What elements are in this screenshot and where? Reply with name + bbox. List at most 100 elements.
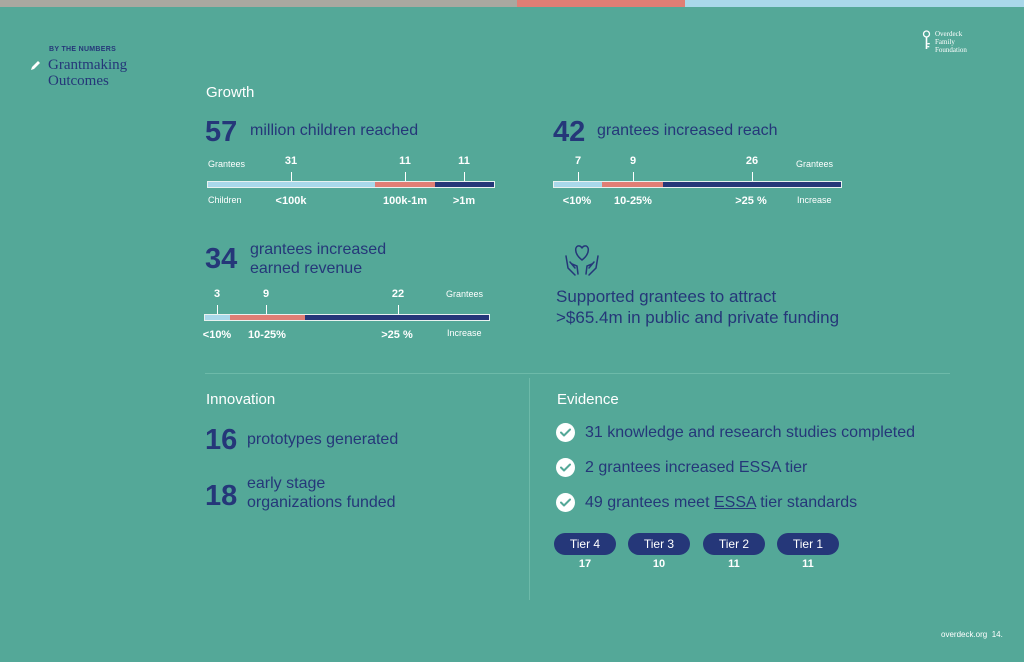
bar-segment-1 — [554, 182, 602, 187]
revenue-bottom-label: Increase — [447, 328, 482, 338]
bar-segment-2 — [375, 182, 435, 187]
early-text-line2: organizations funded — [247, 494, 396, 511]
reach-cat-1: <10% — [562, 195, 592, 207]
children-cat-3: >1m — [452, 195, 476, 207]
revenue-cat-3: >25 % — [381, 329, 413, 341]
early-number: 18 — [205, 480, 238, 512]
logo-line2: Family — [935, 38, 955, 46]
section-divider-horizontal — [205, 373, 950, 374]
tier-2-pill: Tier 2 — [703, 533, 765, 555]
kicker-label: BY THE NUMBERS — [49, 46, 117, 53]
prototypes-text: prototypes generated — [247, 431, 399, 448]
children-tick-2 — [405, 172, 406, 181]
revenue-number: 34 — [205, 243, 238, 275]
top-bar-salmon — [517, 0, 685, 7]
footer: overdeck.org 14. — [941, 630, 1003, 639]
prototypes-number: 16 — [205, 424, 238, 456]
revenue-text-line2: earned revenue — [250, 260, 363, 277]
tier-3-count: 10 — [652, 558, 666, 570]
page-title-line1: Grantmaking — [48, 57, 128, 73]
hands-heart-icon — [565, 245, 599, 276]
revenue-tick-3 — [398, 305, 399, 314]
bar-segment-2 — [601, 182, 664, 187]
logo-text: Overdeck Family Foundation — [935, 30, 967, 54]
evidence-item-3: 49 grantees meet ESSA tier standards — [585, 494, 857, 512]
page-title: Grantmaking Outcomes — [48, 57, 127, 89]
children-tick-3 — [464, 172, 465, 181]
children-count-3: 11 — [458, 155, 470, 167]
tier-4-count: 17 — [578, 558, 592, 570]
revenue-count-2: 9 — [262, 288, 270, 300]
innovation-heading: Innovation — [206, 391, 276, 408]
tier-4-pill: Tier 4 — [554, 533, 616, 555]
tier-2-count: 11 — [728, 558, 740, 570]
reach-top-label: Grantees — [796, 159, 834, 169]
logo-line3: Foundation — [935, 46, 967, 54]
children-bottom-label: Children — [208, 195, 242, 205]
reach-count-3: 26 — [745, 155, 759, 167]
logo-line1: Overdeck — [935, 30, 963, 38]
reach-tick-3 — [752, 172, 753, 181]
evidence-item-2: 2 grantees increased ESSA tier — [585, 459, 808, 476]
top-color-bar — [0, 0, 1024, 7]
growth-heading: Growth — [206, 84, 255, 101]
children-cat-2: 100k-1m — [382, 195, 428, 207]
reach-tick-2 — [633, 172, 634, 181]
reach-cat-2: 10-25% — [614, 195, 652, 207]
check-icon — [556, 423, 575, 442]
reach-text: grantees increased reach — [597, 122, 778, 139]
page-title-line2: Outcomes — [48, 73, 109, 89]
section-divider-vertical — [529, 378, 530, 600]
revenue-text: grantees increased earned revenue — [250, 240, 386, 278]
bar-segment-3 — [434, 182, 494, 187]
revenue-cat-2: 10-25% — [248, 329, 286, 341]
funding-text: Supported grantees to attract >$65.4m in… — [556, 286, 839, 328]
top-bar-gray — [0, 0, 517, 7]
reach-bottom-label: Increase — [797, 195, 832, 205]
children-count-2: 11 — [399, 155, 411, 167]
footer-site[interactable]: overdeck.org — [941, 630, 988, 639]
reach-cat-3: >25 % — [735, 195, 767, 207]
reach-tick-1 — [578, 172, 579, 181]
bar-segment-3 — [305, 315, 489, 320]
funding-text-line1: Supported grantees to attract — [556, 287, 777, 306]
reach-count-2: 9 — [629, 155, 637, 167]
revenue-count-3: 22 — [391, 288, 405, 300]
children-top-label: Grantees — [208, 159, 246, 169]
revenue-top-label: Grantees — [446, 289, 484, 299]
evidence-heading: Evidence — [557, 391, 619, 408]
pencil-icon — [31, 61, 40, 70]
bar-segment-1 — [205, 315, 231, 320]
early-text-line1: early stage — [247, 475, 326, 492]
bar-segment-3 — [663, 182, 841, 187]
top-bar-blue — [685, 0, 1024, 7]
revenue-tick-1 — [217, 305, 218, 314]
reach-count-1: 7 — [574, 155, 582, 167]
evidence-item-3-prefix: 49 grantees meet — [585, 494, 714, 511]
revenue-tick-2 — [266, 305, 267, 314]
revenue-cat-1: <10% — [202, 329, 232, 341]
revenue-count-1: 3 — [213, 288, 221, 300]
bar-segment-1 — [208, 182, 376, 187]
revenue-stacked-bar — [204, 314, 490, 321]
reach-stacked-bar — [553, 181, 842, 188]
early-text: early stage organizations funded — [247, 474, 396, 512]
children-tick-1 — [291, 172, 292, 181]
funding-text-line2: >$65.4m in public and private funding — [556, 308, 840, 327]
children-text: million children reached — [250, 122, 419, 139]
tier-3-pill: Tier 3 — [628, 533, 690, 555]
tier-1-count: 11 — [802, 558, 814, 570]
children-stacked-bar — [207, 181, 495, 188]
key-logo-icon — [922, 30, 931, 49]
evidence-item-1: 31 knowledge and research studies comple… — [585, 424, 915, 441]
children-number: 57 — [205, 116, 238, 148]
check-icon — [556, 458, 575, 477]
children-count-1: 31 — [284, 155, 298, 167]
evidence-item-3-suffix: tier standards — [755, 494, 858, 511]
page-number: 14. — [991, 630, 1003, 639]
check-icon — [556, 493, 575, 512]
tier-1-pill: Tier 1 — [777, 533, 839, 555]
revenue-text-line1: grantees increased — [250, 241, 387, 258]
essa-link[interactable]: ESSA — [713, 494, 756, 511]
children-cat-1: <100k — [275, 195, 307, 207]
